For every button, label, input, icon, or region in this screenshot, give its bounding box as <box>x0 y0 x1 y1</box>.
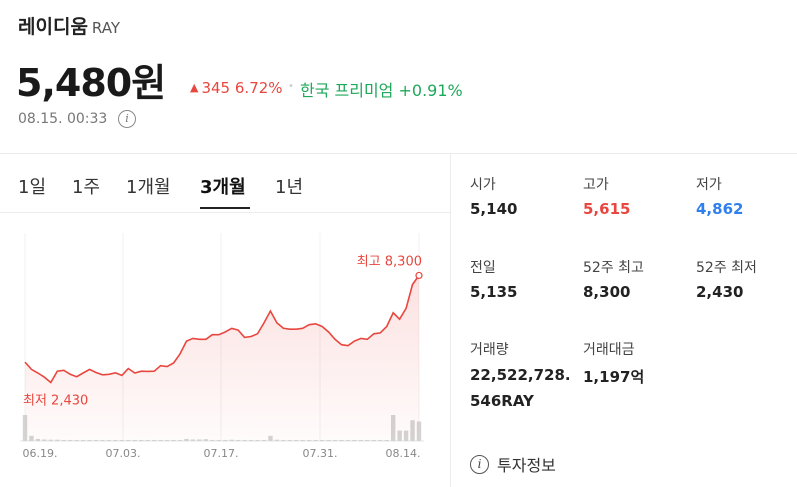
info-icon: i <box>470 455 489 474</box>
korea-premium: 한국 프리미엄 +0.91% <box>300 81 463 100</box>
x-tick-label: 08.14. <box>386 447 421 460</box>
tab-1m[interactable]: 1개월 <box>126 177 171 198</box>
divider <box>0 153 797 154</box>
up-triangle-icon: ▲ <box>190 81 199 94</box>
price-area <box>25 275 419 441</box>
min-price-label: 최저 2,430 <box>23 394 88 409</box>
x-tick-label: 07.03. <box>106 447 141 460</box>
change-percent: 6.72% <box>234 79 283 97</box>
tab-3m[interactable]: 3개월 <box>200 177 246 198</box>
coin-name: 레이디움 <box>18 16 88 38</box>
low-52w-label: 52주 최저 <box>696 260 757 276</box>
high-52w-label: 52주 최고 <box>583 260 644 276</box>
tab-1w[interactable]: 1주 <box>72 177 101 198</box>
info-icon[interactable]: i <box>118 110 136 128</box>
prev-close-value: 5,135 <box>470 283 518 301</box>
tab-1y[interactable]: 1년 <box>275 177 304 198</box>
coin-ticker: RAY <box>91 19 120 37</box>
low-52w-value: 2,430 <box>696 283 744 301</box>
trade-amount-label: 거래대금 <box>583 342 635 358</box>
volume-value-line2: 546RAY <box>470 392 534 410</box>
invest-info-link[interactable]: 투자정보 <box>497 456 556 475</box>
max-point-marker <box>415 271 423 280</box>
price-line <box>24 274 420 384</box>
trade-amount-value: 1,197억 <box>583 368 645 386</box>
x-tick-label: 07.31. <box>303 447 338 460</box>
x-tick-label: 07.17. <box>204 447 239 460</box>
active-tab-indicator <box>200 207 250 209</box>
current-price: 5,480원 <box>16 61 166 105</box>
prev-close-label: 전일 <box>470 260 496 276</box>
price-change: ▲ 345 6.72% <box>190 79 283 97</box>
separator-dot-icon: • <box>288 81 294 92</box>
price-timestamp: 08.15. 00:33 <box>18 111 108 127</box>
volume-value-line1: 22,522,728. <box>470 366 571 384</box>
tab-1d[interactable]: 1일 <box>18 177 47 198</box>
high-value: 5,615 <box>583 200 631 218</box>
divider-vertical <box>450 153 451 487</box>
coin-title: 레이디움 RAY <box>18 12 120 39</box>
open-label: 시가 <box>470 177 496 193</box>
volume-label: 거래량 <box>470 342 509 358</box>
change-amount: 345 <box>201 79 231 97</box>
max-price-label: 최고 8,300 <box>357 254 422 269</box>
open-value: 5,140 <box>470 200 518 218</box>
x-tick-label: 06.19. <box>23 447 58 460</box>
low-value: 4,862 <box>696 200 744 218</box>
high-52w-value: 8,300 <box>583 283 631 301</box>
high-label: 고가 <box>583 177 609 193</box>
low-label: 저가 <box>696 177 722 193</box>
x-axis-ticks: 06.19. 07.03. 07.17. 07.31. 08.14. <box>23 447 421 460</box>
divider <box>0 212 450 213</box>
price-chart[interactable]: 최고 8,300 최저 2,430 06.19. 07.03. 07.17. 07.3… <box>0 213 450 487</box>
